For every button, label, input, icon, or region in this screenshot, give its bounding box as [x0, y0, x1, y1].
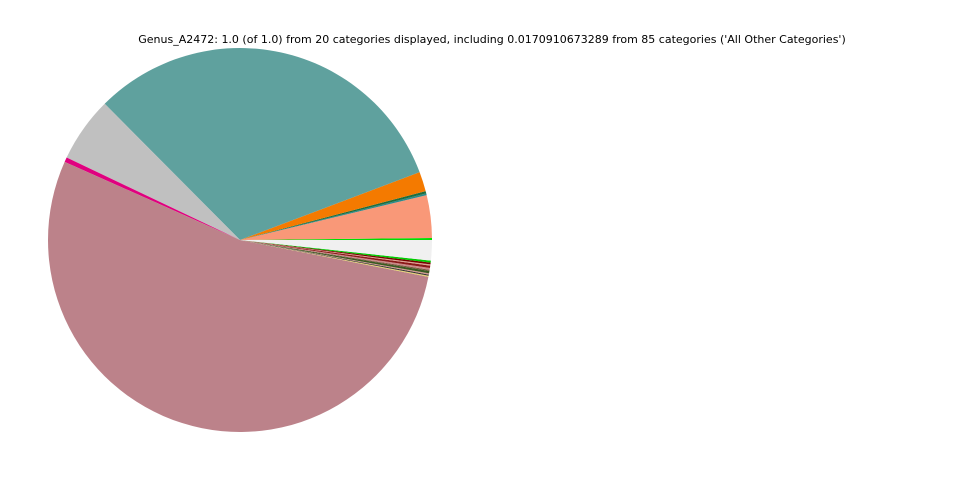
- pie-slice-13: [240, 240, 430, 274]
- pie-slice-4: [240, 191, 427, 240]
- pie-slice-15: [240, 240, 430, 270]
- pie-slice-8: [64, 157, 240, 240]
- pie-slice-10: [240, 240, 429, 277]
- pie-slice-14: [240, 240, 430, 271]
- pie-slice-2: [240, 195, 432, 240]
- pie-slice-6: [104, 48, 420, 241]
- pie-slice-17: [240, 240, 431, 266]
- pie-slice-11: [240, 240, 429, 276]
- pie-slice-9: [47, 161, 429, 433]
- pie-slice-5: [240, 172, 426, 240]
- pie-slice-19: [240, 240, 431, 263]
- pie-slice-1: [240, 237, 432, 240]
- chart-title: Genus_A2472: 1.0 (of 1.0) from 20 catego…: [138, 33, 846, 46]
- pie-slice-7: [66, 103, 240, 240]
- pie-slice-3: [240, 193, 427, 240]
- pie-slice-12: [240, 240, 430, 275]
- pie-slice-20: [240, 240, 432, 261]
- pie-slice-16: [240, 240, 431, 269]
- pie-slice-18: [240, 240, 431, 265]
